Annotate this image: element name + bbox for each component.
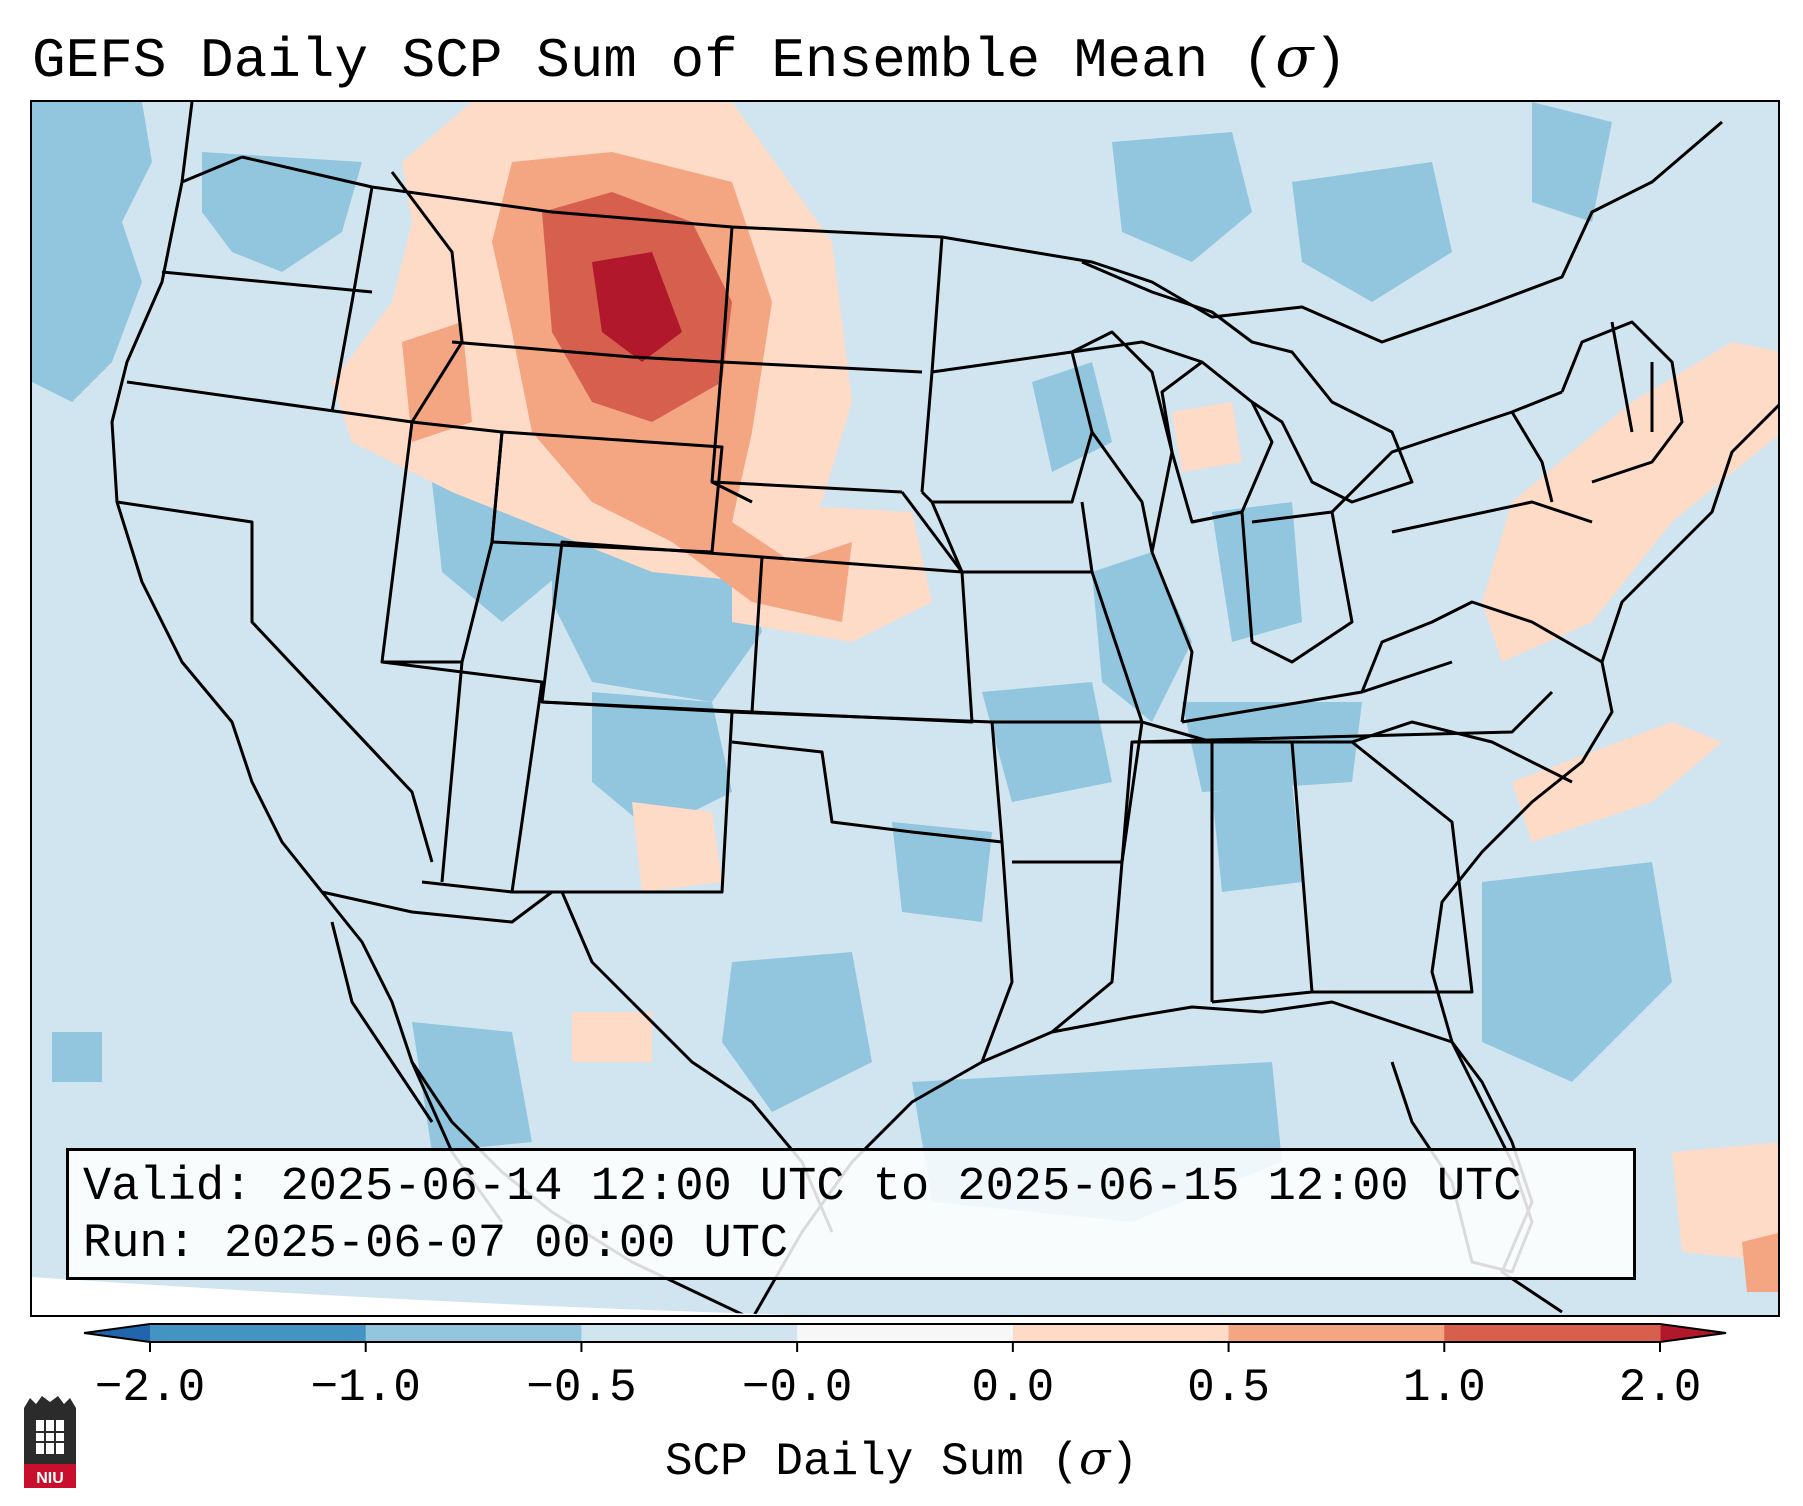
- nm-blue-area: [592, 692, 732, 832]
- colorbar-segment: [1012, 1324, 1230, 1342]
- indiana-blue-area: [1212, 502, 1302, 642]
- colorbar-tick-label: −0.0: [741, 1362, 853, 1414]
- tennessee-alabama-georgia: [1131, 690, 1554, 1004]
- california-nevada: [116, 500, 434, 863]
- dakotas: [710, 226, 944, 504]
- run-label: Run:: [83, 1218, 196, 1271]
- montana-extreme-area: [592, 252, 682, 362]
- canada-blue-area-2: [1292, 162, 1452, 302]
- washington-border: [161, 155, 373, 294]
- colorbar-label-sigma: σ: [1079, 1431, 1111, 1485]
- colorbar-over-arrow: [1660, 1324, 1726, 1342]
- canada-blue-area-3: [1532, 102, 1612, 222]
- atlantic-coast: [1430, 400, 1778, 1043]
- map-title: GEFS Daily SCP Sum of Ensemble Mean (σ): [32, 20, 1347, 99]
- mexico-blue-area: [412, 1022, 532, 1152]
- caribbean-light-area: [1672, 1142, 1778, 1262]
- colorbar-segment: [150, 1324, 367, 1342]
- niu-logo: NIU: [24, 1396, 76, 1488]
- map-panel: [30, 100, 1780, 1317]
- texas-blue-area: [722, 952, 872, 1112]
- colorbar-label-close: ): [1110, 1436, 1139, 1488]
- nm-light-area: [632, 802, 722, 892]
- caribbean-medium-area: [1742, 1232, 1778, 1292]
- colorbar-segment: [365, 1324, 582, 1342]
- canada-blue-area-1: [1112, 132, 1252, 262]
- montana-south: [451, 340, 723, 364]
- colorbar-segment: [797, 1324, 1014, 1342]
- tennessee-blue-area: [1182, 702, 1362, 792]
- colorbar-label-text: SCP Daily Sum (: [664, 1436, 1080, 1488]
- run-value: 2025-06-07 00:00 UTC: [224, 1218, 789, 1271]
- colorbar-tick-label: 0.5: [1187, 1362, 1270, 1414]
- arizona-nm: [381, 660, 734, 1004]
- colorbar-under-arrow: [84, 1324, 150, 1342]
- positive-anomaly-strong-areas: [542, 192, 732, 422]
- colorbar-segment: [1228, 1324, 1445, 1342]
- valid-row: Valid: 2025-06-14 12:00 UTC to 2025-06-1…: [83, 1159, 1619, 1216]
- colorbar-tick-label: −2.0: [94, 1362, 206, 1414]
- carolina-offshore-light-area: [1512, 722, 1722, 842]
- idaho-border: [330, 171, 464, 423]
- colorbar-axis-label: SCP Daily Sum (σ): [0, 1428, 1803, 1492]
- logo-text: NIU: [36, 1470, 64, 1487]
- title-sigma-symbol: σ: [1275, 25, 1314, 90]
- carolinas-virginia: [1351, 600, 1603, 784]
- alabama-blue-area: [1212, 782, 1302, 892]
- washington-blue-area: [202, 152, 362, 272]
- title-text: GEFS Daily SCP Sum of Ensemble Mean (: [32, 29, 1276, 93]
- run-row: Run: 2025-06-07 00:00 UTC: [83, 1216, 1619, 1273]
- canada-border: [241, 120, 1723, 344]
- illinois-blue-area: [1092, 552, 1192, 722]
- northeast-coast-light-area: [1482, 342, 1778, 662]
- midwest-blue-area: [1032, 362, 1112, 472]
- valid-label: Valid:: [83, 1161, 253, 1214]
- texas-south-light-area: [572, 1012, 652, 1062]
- texas-east-blue-area: [892, 822, 992, 922]
- scp-anomaly-map: [32, 102, 1778, 1315]
- colorbar-tick-label: 1.0: [1402, 1362, 1486, 1414]
- michigan: [1071, 340, 1274, 524]
- colorbar-tick-label: −1.0: [310, 1362, 421, 1414]
- pennsylvania-ny: [1330, 390, 1593, 534]
- colorbar-segment: [1444, 1324, 1661, 1342]
- ozarks-blue-area: [982, 682, 1112, 802]
- great-lakes-shoreline: [1081, 260, 1414, 504]
- pacific-nw-blue-area: [32, 102, 152, 402]
- colorbar-tick-marks: [149, 1342, 1661, 1352]
- michigan-light-area: [1172, 402, 1242, 472]
- new-england: [1560, 320, 1684, 484]
- colorbar-segments: [83, 1323, 1727, 1343]
- atlantic-blue-area: [1482, 862, 1672, 1082]
- valid-value: 2025-06-14 12:00 UTC to 2025-06-15 12:00…: [280, 1161, 1522, 1214]
- title-close-paren: ): [1313, 29, 1348, 93]
- colorbar-segment: [581, 1324, 798, 1342]
- colorbar-tick-label: −0.5: [526, 1362, 637, 1414]
- pacific-sw-blue-area: [52, 1032, 102, 1082]
- colorbar-tick-label: 0.0: [971, 1362, 1055, 1414]
- valid-run-info-box: Valid: 2025-06-14 12:00 UTC to 2025-06-1…: [66, 1148, 1636, 1280]
- colorbar-tick-label: 2.0: [1618, 1362, 1702, 1414]
- colorbar: [83, 1323, 1727, 1352]
